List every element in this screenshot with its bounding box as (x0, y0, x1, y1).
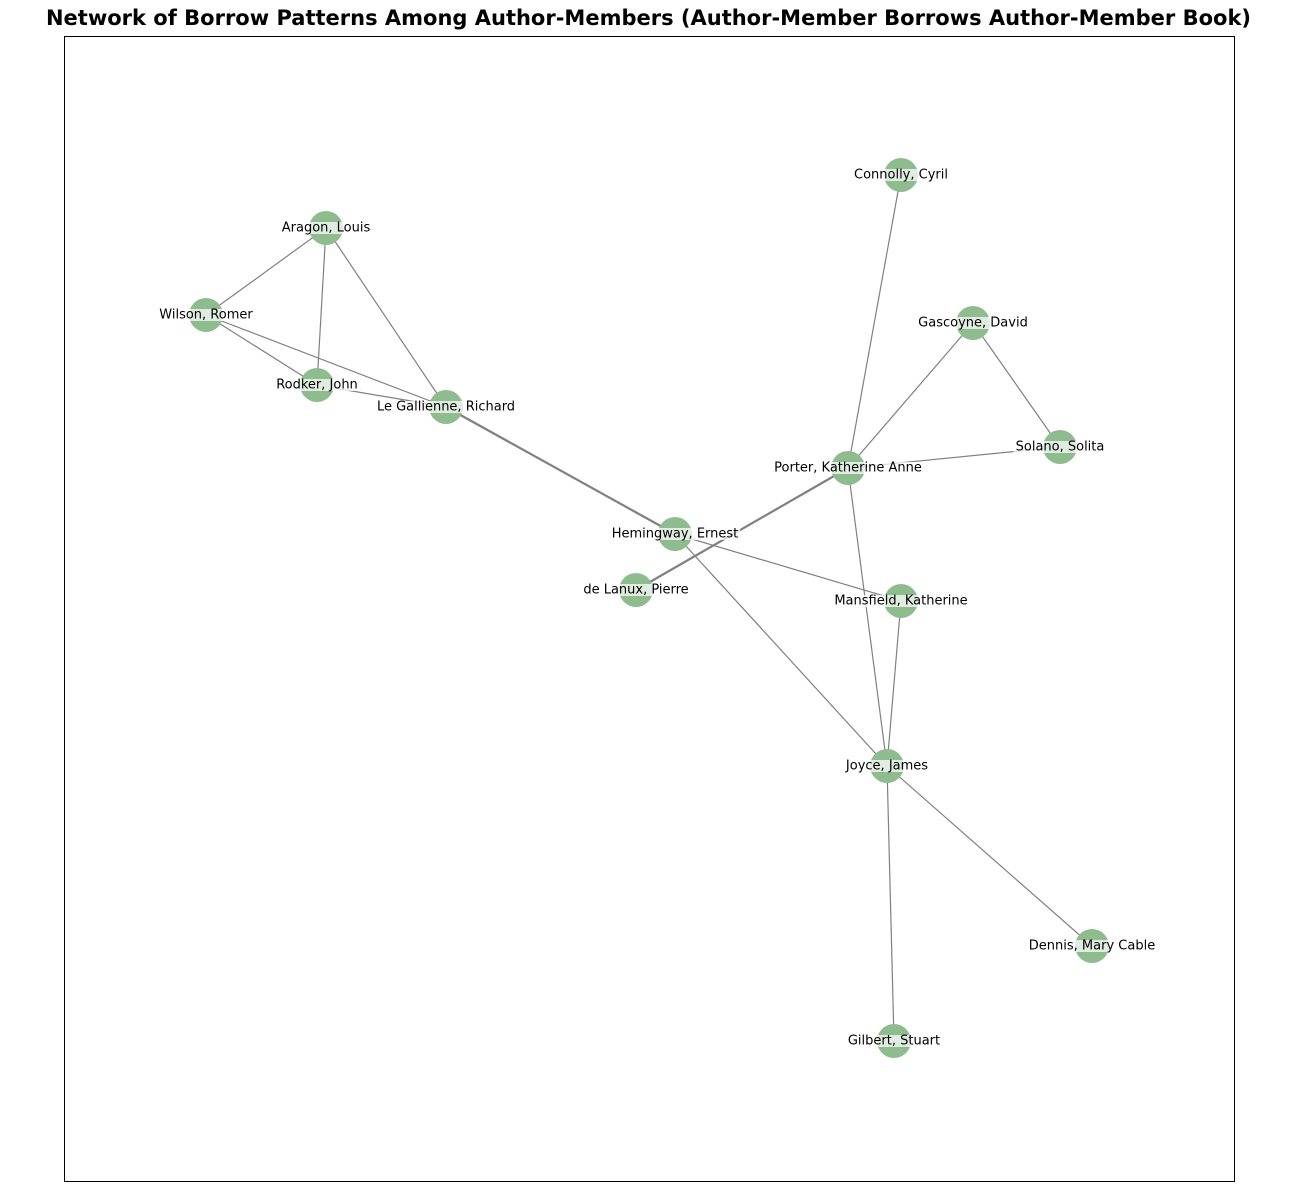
node-label-background-gilbert (845, 1035, 943, 1047)
node-label-gascoyne: Gascoyne, David (918, 316, 1028, 331)
node-label-background-delanux (581, 584, 691, 596)
edge-joyce-gilbert (886, 765, 895, 1042)
edge-hemingway-joyce (674, 533, 888, 767)
node-label-mansfield: Mansfield, Katherine (834, 594, 967, 609)
edges-layer (205, 174, 1093, 1042)
node-label-background-gascoyne (916, 317, 1030, 329)
node-label-background-hemingway (609, 528, 741, 540)
node-label-background-joyce (842, 760, 931, 772)
edge-aragon-rodker (316, 227, 327, 386)
edge-delanux-porter (635, 467, 849, 591)
chart-title: Network of Borrow Patterns Among Author-… (45, 6, 1252, 30)
node-label-gilbert: Gilbert, Stuart (848, 1034, 940, 1049)
node-label-background-rodker (274, 379, 360, 391)
node-label-background-solano (1013, 441, 1107, 453)
node-label-connolly: Connolly, Cyril (854, 168, 948, 183)
edge-gascoyne-solano (972, 322, 1061, 448)
node-label-background-legallienne (374, 401, 518, 413)
edge-legallienne-hemingway (445, 406, 676, 535)
node-label-legallienne: Le Gallienne, Richard (377, 400, 515, 415)
edge-porter-joyce (847, 467, 888, 767)
node-label-background-mansfield (832, 595, 970, 607)
node-label-background-wilson (157, 309, 256, 321)
edge-wilson-legallienne (205, 314, 447, 408)
node-label-dennis: Dennis, Mary Cable (1029, 939, 1155, 954)
node-label-porter: Porter, Katherine Anne (774, 461, 922, 476)
edge-gascoyne-porter (847, 322, 974, 469)
node-label-wilson: Wilson, Romer (159, 308, 253, 323)
node-label-hemingway: Hemingway, Ernest (612, 527, 739, 542)
node-label-delanux: de Lanux, Pierre (583, 583, 688, 598)
plot-frame (64, 36, 1235, 1182)
nodes-layer (189, 158, 1109, 1058)
node-label-background-aragon (279, 222, 373, 234)
edge-joyce-dennis (886, 765, 1093, 947)
edge-mansfield-joyce (886, 600, 902, 767)
labels-layer: Aragon, Louis Wilson, Romer Rodker, John Le… (157, 168, 1158, 1049)
node-label-aragon: Aragon, Louis (282, 221, 371, 236)
edge-aragon-wilson (205, 227, 327, 316)
edge-connolly-porter (847, 174, 902, 469)
node-label-background-connolly (852, 169, 950, 181)
edge-hemingway-mansfield (674, 533, 902, 602)
node-label-background-dennis (1026, 940, 1158, 952)
node-label-joyce: Joyce, James (845, 759, 928, 774)
node-label-background-porter (772, 462, 924, 474)
edge-aragon-legallienne (325, 227, 447, 408)
node-label-solano: Solano, Solita (1016, 440, 1105, 455)
edge-wilson-rodker (205, 314, 318, 386)
node-label-rodker: Rodker, John (276, 378, 358, 393)
